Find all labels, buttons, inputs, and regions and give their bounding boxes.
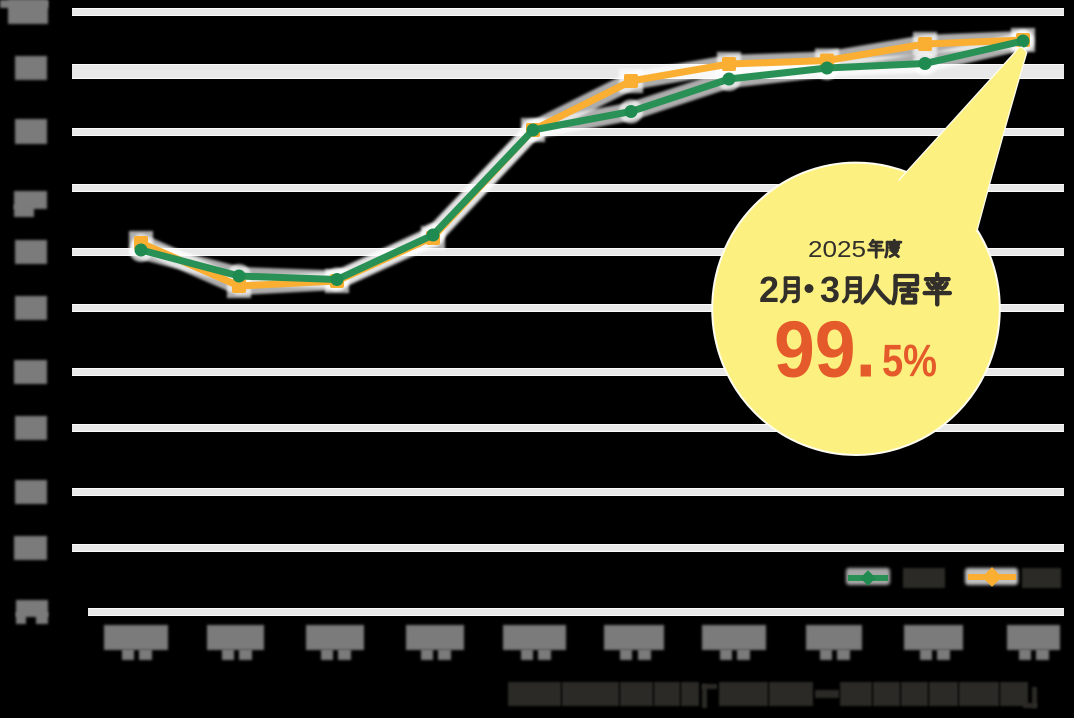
svg-text:2: 2 xyxy=(759,269,779,310)
svg-text:3: 3 xyxy=(820,269,840,310)
svg-text:2025: 2025 xyxy=(808,236,866,262)
svg-text:99.: 99. xyxy=(774,305,876,394)
svg-text:5%: 5% xyxy=(882,335,937,386)
